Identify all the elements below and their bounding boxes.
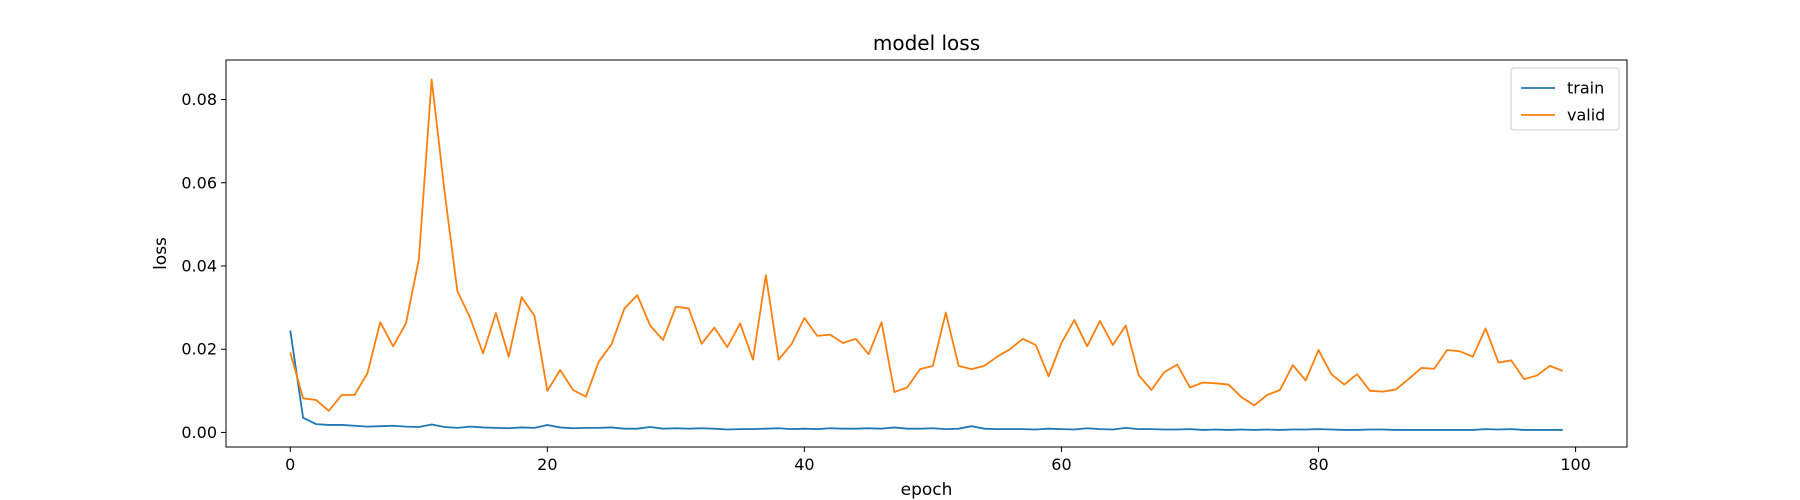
x-tick-label: 0 bbox=[285, 455, 295, 474]
series-line-valid bbox=[289, 78, 1564, 412]
x-axis-title: epoch bbox=[901, 480, 953, 500]
y-tick-label: 0.06 bbox=[181, 173, 217, 192]
plot-frame bbox=[225, 59, 1628, 448]
x-tick-label: 100 bbox=[1560, 455, 1591, 474]
x-tick-label: 40 bbox=[794, 455, 814, 474]
y-axis-title: loss bbox=[151, 237, 171, 270]
y-tick-label: 0.02 bbox=[181, 340, 217, 359]
x-tick-label: 80 bbox=[1308, 455, 1328, 474]
x-tick-label: 20 bbox=[537, 455, 557, 474]
chart-title: model loss bbox=[873, 31, 980, 55]
y-tick-label: 0.00 bbox=[181, 423, 217, 442]
x-axis: 0 20 40 60 80 100 bbox=[285, 447, 1591, 474]
y-axis: 0.00 0.02 0.04 0.06 0.08 bbox=[181, 90, 226, 442]
series-line-train bbox=[289, 330, 1563, 431]
legend: train valid bbox=[1510, 67, 1620, 131]
legend-label-valid: valid bbox=[1567, 106, 1605, 125]
y-tick-label: 0.04 bbox=[181, 256, 217, 275]
y-tick-label: 0.08 bbox=[181, 90, 217, 109]
plot-area bbox=[289, 78, 1564, 431]
x-tick-label: 60 bbox=[1051, 455, 1071, 474]
legend-label-train: train bbox=[1567, 79, 1604, 98]
